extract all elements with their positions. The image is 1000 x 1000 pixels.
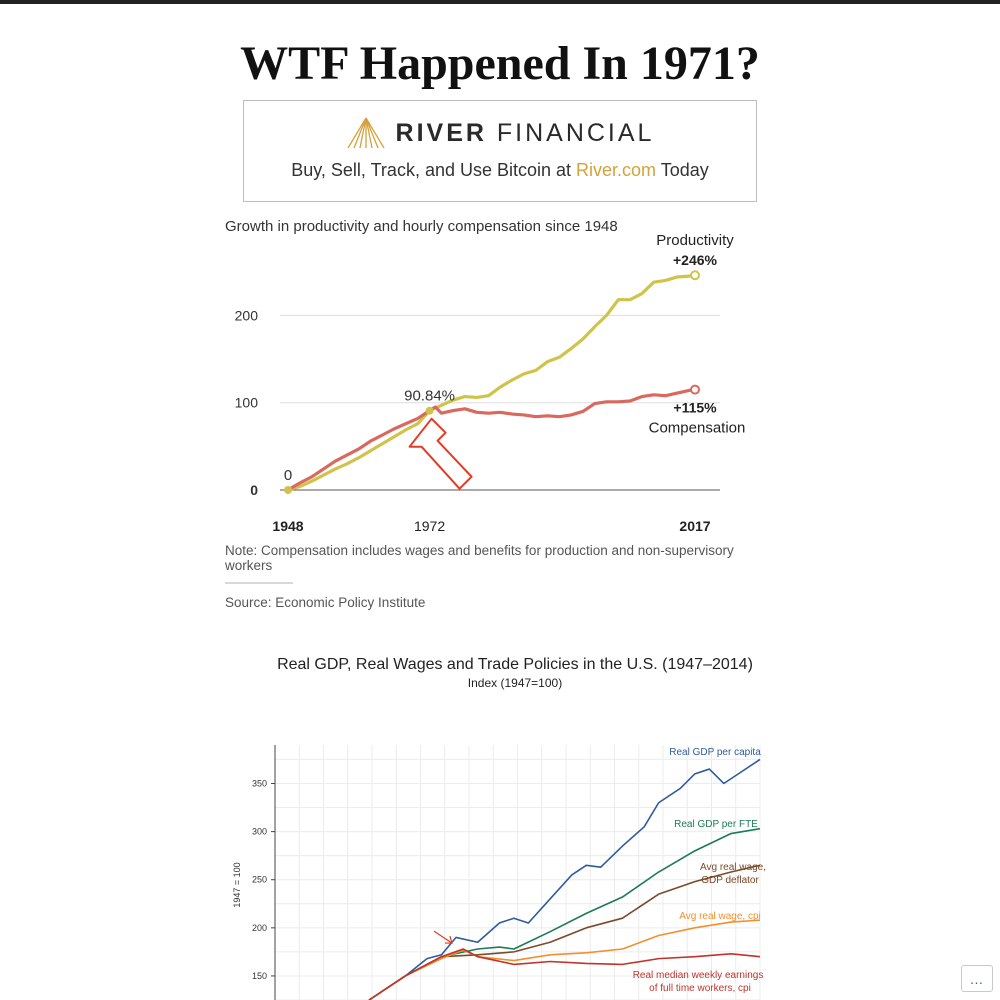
annotation-marker bbox=[425, 406, 434, 415]
series-line-avg-real-wage-cpi bbox=[368, 919, 761, 1000]
x-tick-label: 2017 bbox=[679, 518, 710, 534]
y-tick-label: 300 bbox=[252, 827, 267, 837]
ad-link[interactable]: River.com bbox=[576, 160, 657, 180]
annotation-arrowhead bbox=[444, 935, 453, 944]
y-tick-label: 200 bbox=[235, 307, 259, 323]
ad-brand-bold: RIVER bbox=[395, 118, 487, 147]
series-line-productivity bbox=[287, 273, 696, 492]
chart-title: Real GDP, Real Wages and Trade Policies … bbox=[277, 656, 753, 673]
productivity-compensation-chart: Growth in productivity and hourly compen… bbox=[224, 218, 746, 610]
top-rule bbox=[0, 0, 1000, 4]
annotation-arrow bbox=[408, 417, 473, 490]
real-gdp-wages-chart: Real GDP, Real Wages and Trade Policies … bbox=[232, 656, 766, 1000]
series-label-avg-real-wage-cpi: Avg real wage, cpi bbox=[679, 911, 761, 922]
annotation-arrow bbox=[433, 930, 453, 944]
y-tick-label: 150 bbox=[252, 971, 267, 981]
series-change-productivity: +246% bbox=[673, 252, 718, 268]
series-label-avg-real-wage-gdp-deflator: Avg real wage, bbox=[700, 862, 766, 873]
ad-banner[interactable]: RIVER FINANCIAL Buy, Sell, Track, and Us… bbox=[243, 100, 757, 202]
chart-title: Growth in productivity and hourly compen… bbox=[225, 218, 618, 235]
ad-tagline-pre: Buy, Sell, Track, and Use Bitcoin at bbox=[291, 160, 577, 180]
y-tick-label: 100 bbox=[235, 395, 259, 411]
chart-subtitle: Index (1947=100) bbox=[468, 676, 562, 690]
page-title: WTF Happened In 1971? bbox=[240, 37, 760, 90]
chart-source: Source: Economic Policy Institute bbox=[225, 595, 425, 610]
annotation-label: 90.84% bbox=[404, 388, 455, 405]
annotation-marker bbox=[284, 486, 292, 494]
series-line-real-median-weekly-earnings bbox=[368, 948, 761, 1000]
chart-note: Note: Compensation includes wages and be… bbox=[225, 543, 734, 558]
ad-tagline-post: Today bbox=[656, 160, 709, 180]
series-line-real-gdp-per-capita bbox=[368, 758, 761, 1000]
ad-brand: RIVER FINANCIAL bbox=[396, 119, 655, 148]
y-axis-label: 1947 = 100 bbox=[232, 862, 242, 907]
y-tick-label: 0 bbox=[250, 482, 258, 498]
more-options-button[interactable]: … bbox=[961, 965, 993, 992]
series-line-compensation bbox=[287, 388, 696, 492]
ad-tagline: Buy, Sell, Track, and Use Bitcoin at Riv… bbox=[244, 160, 756, 181]
series-label-real-gdp-per-capita: Real GDP per capita bbox=[669, 747, 761, 758]
x-tick-label: 1948 bbox=[272, 518, 303, 534]
series-end-marker bbox=[690, 270, 700, 281]
series-label-avg-real-wage-gdp-deflator-wrap: GDP deflator bbox=[701, 875, 759, 886]
series-label-compensation: Compensation bbox=[649, 420, 746, 437]
series-label-real-median-weekly-earnings-wrap: of full time workers, cpi bbox=[649, 983, 751, 994]
series-label-real-gdp-per-fte: Real GDP per FTE bbox=[674, 819, 758, 830]
ad-brand-light: FINANCIAL bbox=[496, 118, 655, 147]
annotation-label: 0 bbox=[284, 467, 292, 484]
river-mountain-icon bbox=[346, 117, 385, 149]
y-tick-label: 250 bbox=[252, 875, 267, 885]
ad-logo-row: RIVER FINANCIAL bbox=[244, 115, 756, 151]
series-end-marker bbox=[690, 384, 700, 395]
y-tick-label: 200 bbox=[252, 923, 267, 933]
chart-note-wrap: workers bbox=[224, 558, 273, 573]
y-tick-label: 350 bbox=[252, 778, 267, 788]
x-tick-label: 1972 bbox=[414, 518, 445, 534]
series-change-compensation: +115% bbox=[673, 400, 717, 416]
series-label-real-median-weekly-earnings: Real median weekly earnings bbox=[633, 970, 764, 981]
series-label-productivity: Productivity bbox=[656, 232, 734, 249]
